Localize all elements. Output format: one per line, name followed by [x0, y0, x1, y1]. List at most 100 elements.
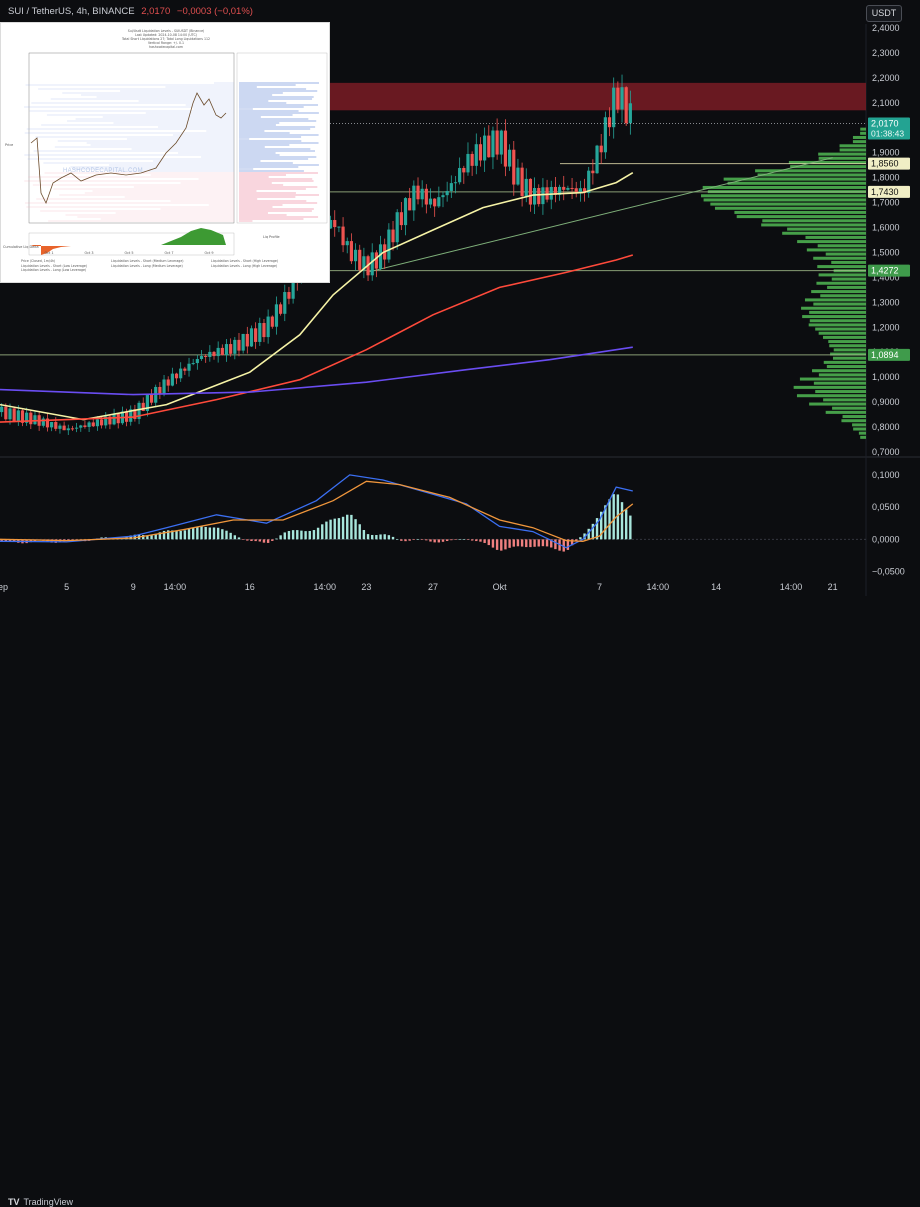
candle-body: [187, 363, 191, 371]
candle-body: [403, 198, 408, 226]
macd-histogram-bar: [416, 539, 420, 540]
candle-body: [229, 344, 233, 354]
macd-histogram-bar: [441, 539, 445, 542]
candle-body: [166, 379, 170, 386]
macd-histogram-bar: [587, 528, 590, 540]
volume-profile-bar: [790, 165, 866, 169]
candle-body: [512, 149, 516, 185]
macd-histogram-bar: [329, 519, 332, 540]
y-tick-label: 0,8000: [872, 422, 900, 432]
volume-profile-bar: [818, 156, 866, 160]
macd-histogram-bar: [12, 539, 16, 542]
tradingview-brand[interactable]: TV TradingView: [8, 1197, 73, 1207]
inset-title: Sui/Usdt Liquidation Levels - SUIUSDT (B…: [96, 29, 236, 49]
candle-body: [607, 117, 612, 128]
macd-histogram-bar: [221, 529, 224, 540]
y-tick-label: 2,1000: [872, 98, 900, 108]
macd-histogram-bar: [291, 530, 295, 540]
volume-profile-bar: [829, 344, 866, 348]
inset-title-line: Total Short Liquidations 27; Total Long …: [121, 37, 211, 41]
top-bar: SUI / TetherUS, 4h, BINANCE 2,0170 −0,00…: [0, 0, 920, 24]
candle-body: [424, 188, 428, 205]
candle-body: [333, 220, 337, 228]
volume-profile-bar: [809, 319, 866, 323]
macd-histogram-bar: [150, 535, 153, 540]
legend-item: Liquidation Levels - Short (Low Leverage…: [21, 263, 88, 268]
macd-histogram-bar: [71, 539, 74, 540]
y-tick-label: 0,9000: [872, 397, 900, 407]
macd-histogram-bar: [570, 539, 574, 546]
candle-body: [587, 170, 591, 194]
price-chart[interactable]: 2,40002,30002,20002,10002,00001,90001,80…: [0, 0, 920, 613]
currency-button[interactable]: USDT: [866, 5, 902, 22]
inset-title-line: Vertical Range: +/- 0.1: [147, 41, 185, 45]
candle-body: [557, 186, 562, 195]
candle-body: [220, 347, 224, 356]
macd-histogram-bar: [608, 499, 611, 540]
macd-histogram-bar: [362, 530, 366, 540]
x-tick-label: 14:00: [313, 582, 336, 592]
volume-profile-bar: [852, 135, 866, 139]
candle-body: [145, 394, 149, 411]
candle-body: [508, 149, 512, 167]
x-tick-label: 14:00: [647, 582, 670, 592]
macd-histogram-bar: [554, 539, 557, 550]
macd-histogram-bar: [187, 529, 191, 540]
volume-profile-bar: [832, 356, 866, 360]
macd-histogram-bar: [54, 539, 57, 543]
candle-body: [291, 278, 295, 299]
macd-histogram-bar: [133, 534, 137, 540]
candle-body: [274, 304, 279, 327]
macd-histogram-bar: [200, 526, 203, 540]
inset-cum-label: Cumulative Liq Delta: [3, 245, 39, 249]
macd-histogram-bar: [271, 539, 274, 541]
macd-histogram-bar: [275, 538, 278, 540]
macd-histogram-bar: [604, 505, 607, 540]
candle-body: [241, 333, 245, 351]
volume-profile-bar: [839, 148, 866, 152]
macd-histogram-bar: [354, 519, 357, 540]
macd-histogram-bar: [325, 521, 328, 540]
macd-histogram-bar: [483, 539, 486, 543]
macd-histogram-bar: [516, 539, 520, 547]
candle-body: [137, 402, 141, 419]
macd-histogram-bar: [196, 526, 199, 540]
volume-profile-bar: [816, 281, 866, 285]
candle-body: [199, 355, 204, 360]
symbol-header[interactable]: SUI / TetherUS, 4h, BINANCE 2,0170 −0,00…: [8, 6, 253, 17]
candle-body: [399, 212, 403, 226]
macd-histogram-bar: [520, 539, 524, 547]
macd-histogram-bar: [366, 534, 370, 540]
y-tick-label: 1,4000: [872, 272, 900, 282]
candle-body: [628, 103, 632, 124]
x-tick-label: 9: [131, 582, 136, 592]
candle-body: [395, 212, 399, 243]
candle-body: [408, 198, 412, 211]
inset-x-tick: Oct 3: [84, 251, 93, 255]
volume-profile-bar: [860, 435, 866, 439]
volume-profile-bar: [762, 219, 866, 223]
macd-tick-label: 0,0500: [872, 502, 900, 512]
candle-body: [66, 428, 70, 431]
macd-histogram-bar: [458, 539, 461, 540]
candle-body: [487, 135, 491, 158]
macd-histogram-bar: [600, 511, 603, 540]
candle-body: [599, 145, 603, 153]
volume-profile-bar: [818, 331, 866, 335]
macd-histogram-bar: [566, 539, 570, 550]
volume-profile-bar: [825, 410, 866, 414]
candle-body: [149, 394, 154, 403]
inset-title-line: Last Updated: 2024-10-08 14:00 (UTC): [135, 33, 197, 37]
candle-body: [179, 368, 183, 379]
volume-profile-bar: [812, 369, 866, 373]
macd-histogram-bar: [250, 539, 253, 542]
candle-body: [12, 408, 16, 422]
candle-body: [445, 190, 449, 196]
volume-profile-bar: [860, 127, 866, 131]
macd-histogram-bar: [612, 494, 615, 540]
candle-body: [0, 406, 4, 413]
volume-profile-bar: [804, 298, 866, 302]
candle-body: [341, 226, 345, 246]
candle-body: [162, 379, 166, 395]
macd-histogram-bar: [283, 532, 286, 540]
